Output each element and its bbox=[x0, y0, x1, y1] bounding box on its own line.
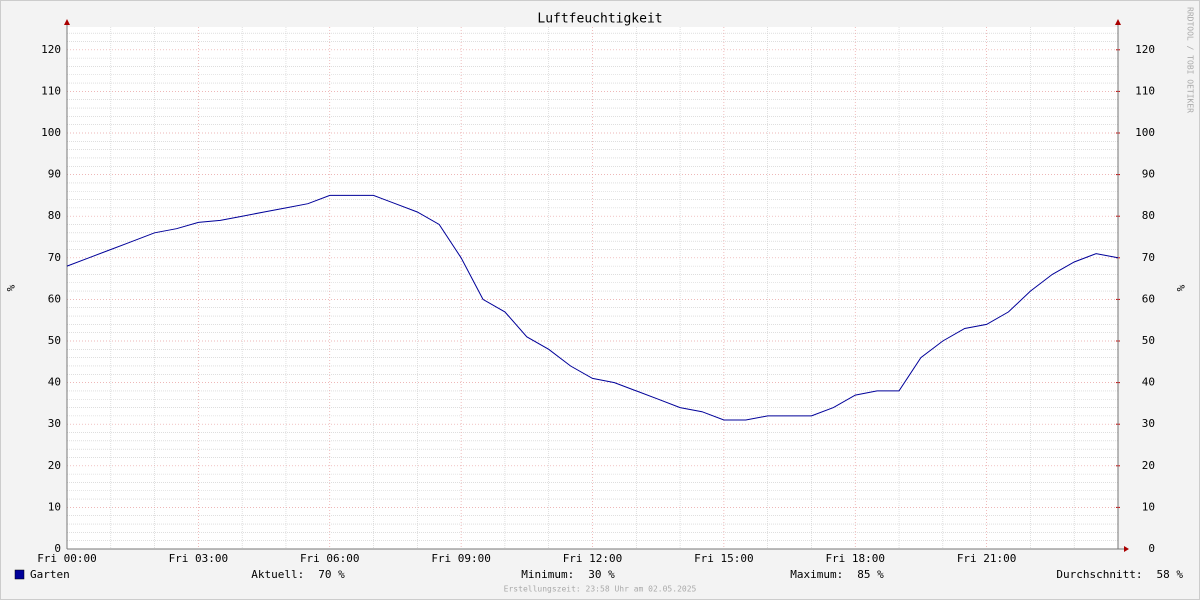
x-tick-label: Fri 18:00 bbox=[825, 552, 885, 565]
y2-tick-label: 20 bbox=[1142, 459, 1155, 472]
y2-tick-label: 100 bbox=[1135, 126, 1155, 139]
axis-arrow bbox=[64, 19, 70, 25]
y-tick-label: 90 bbox=[48, 168, 61, 181]
footer: Erstellungszeit: 23:58 Uhr am 02.05.2025 bbox=[504, 585, 697, 594]
y-tick-label: 110 bbox=[41, 84, 61, 97]
summary-value: 30 % bbox=[588, 568, 615, 581]
axis-arrow bbox=[1115, 19, 1121, 25]
summary-label: Minimum: bbox=[521, 568, 574, 581]
y-tick-label: 20 bbox=[48, 459, 61, 472]
x-tick-label: Fri 03:00 bbox=[169, 552, 229, 565]
x-tick-label: Fri 12:00 bbox=[563, 552, 623, 565]
y2-tick-label: 30 bbox=[1142, 417, 1155, 430]
chart-title: Luftfeuchtigkeit bbox=[537, 12, 662, 27]
y-tick-label: 30 bbox=[48, 417, 61, 430]
y2-tick-label: 120 bbox=[1135, 43, 1155, 56]
y-tick-label: 80 bbox=[48, 209, 61, 222]
y2-tick-label: 90 bbox=[1142, 168, 1155, 181]
y-tick-label: 10 bbox=[48, 500, 61, 513]
y2-tick-label: 60 bbox=[1142, 292, 1155, 305]
y2-tick-label: 10 bbox=[1142, 500, 1155, 513]
y-tick-label: 50 bbox=[48, 334, 61, 347]
y2-tick-label: 40 bbox=[1142, 376, 1155, 389]
y2-axis-label: % bbox=[1174, 285, 1187, 292]
y-tick-label: 0 bbox=[54, 542, 61, 555]
x-tick-label: Fri 00:00 bbox=[37, 552, 97, 565]
y2-tick-label: 110 bbox=[1135, 84, 1155, 97]
x-tick-label: Fri 15:00 bbox=[694, 552, 754, 565]
y2-tick-label: 70 bbox=[1142, 251, 1155, 264]
x-tick-label: Fri 09:00 bbox=[431, 552, 491, 565]
y-tick-label: 120 bbox=[41, 43, 61, 56]
y-tick-label: 40 bbox=[48, 376, 61, 389]
y-tick-label: 70 bbox=[48, 251, 61, 264]
y-tick-label: 60 bbox=[48, 292, 61, 305]
y2-tick-label: 50 bbox=[1142, 334, 1155, 347]
x-tick-label: Fri 06:00 bbox=[300, 552, 360, 565]
summary-value: 85 % bbox=[857, 568, 884, 581]
y-axis-label: % bbox=[4, 285, 17, 292]
axis-arrow bbox=[1124, 546, 1129, 552]
y2-tick-label: 80 bbox=[1142, 209, 1155, 222]
summary-label: Durchschnitt: bbox=[1056, 568, 1142, 581]
summary-value: 70 % bbox=[318, 568, 345, 581]
y2-tick-label: 0 bbox=[1148, 542, 1155, 555]
y-tick-label: 100 bbox=[41, 126, 61, 139]
summary-label: Aktuell: bbox=[251, 568, 304, 581]
summary-value: 58 % bbox=[1157, 568, 1184, 581]
watermark: RRDTOOL / TOBI OETIKER bbox=[1186, 7, 1195, 113]
legend-swatch bbox=[14, 569, 25, 580]
x-tick-label: Fri 21:00 bbox=[957, 552, 1017, 565]
legend-label: Garten bbox=[30, 568, 70, 581]
summary-label: Maximum: bbox=[790, 568, 843, 581]
data-line bbox=[66, 194, 1119, 421]
